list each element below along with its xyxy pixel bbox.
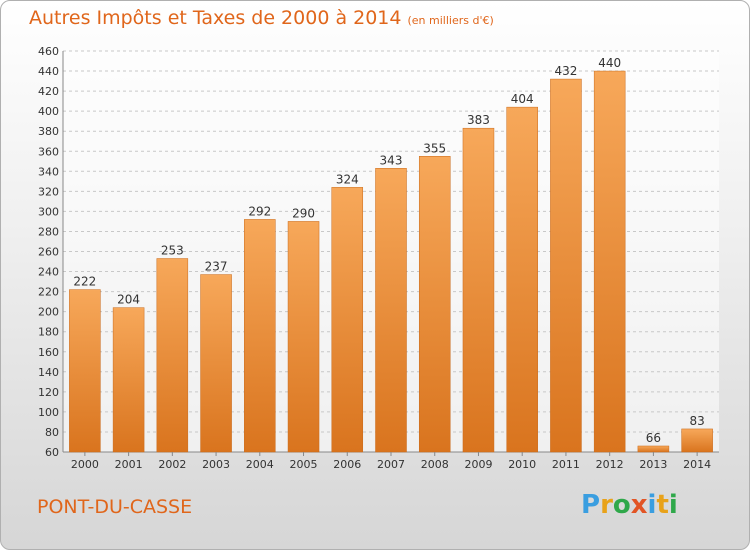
bar xyxy=(418,156,451,453)
bar xyxy=(156,258,189,453)
x-tick-label: 2004 xyxy=(246,458,274,471)
y-tick-label: 320 xyxy=(38,185,59,198)
y-tick-label: 340 xyxy=(38,165,59,178)
x-tick-label: 2013 xyxy=(639,458,667,471)
data-label: 404 xyxy=(511,92,534,106)
title-row: Autres Impôts et Taxes de 2000 à 2014 (en… xyxy=(29,7,494,29)
logo-letter: i xyxy=(647,490,657,520)
logo-letter: x xyxy=(630,490,648,520)
x-tick-label: 2007 xyxy=(377,458,405,471)
data-label: 432 xyxy=(554,64,577,78)
x-tick-label: 2006 xyxy=(333,458,361,471)
x-tick-label: 2010 xyxy=(508,458,536,471)
x-tick-label: 2005 xyxy=(290,458,318,471)
chart-unit: (en milliers d'€) xyxy=(407,14,494,27)
bar xyxy=(375,168,407,453)
x-tick-label: 2001 xyxy=(115,458,143,471)
x-tick-label: 2003 xyxy=(202,458,230,471)
y-tick-label: 140 xyxy=(38,366,59,379)
data-label: 237 xyxy=(205,260,228,274)
logo-letter: i xyxy=(668,490,678,520)
data-label: 343 xyxy=(380,153,403,167)
y-tick-label: 420 xyxy=(38,85,59,98)
y-tick-label: 180 xyxy=(38,326,59,339)
data-label: 440 xyxy=(598,56,621,70)
y-tick-label: 400 xyxy=(38,105,59,118)
data-label: 290 xyxy=(292,206,315,220)
x-tick-label: 2000 xyxy=(71,458,99,471)
y-tick-label: 260 xyxy=(38,246,59,259)
data-label: 355 xyxy=(423,141,446,155)
bar xyxy=(593,70,626,453)
y-tick-label: 380 xyxy=(38,125,59,138)
bar xyxy=(506,106,538,453)
bar xyxy=(244,219,276,453)
x-tick-label: 2012 xyxy=(596,458,624,471)
bar xyxy=(112,307,145,453)
x-tick-label: 2011 xyxy=(552,458,580,471)
y-tick-label: 360 xyxy=(38,145,59,158)
city-name: PONT-DU-CASSE xyxy=(37,496,193,518)
y-tick-label: 200 xyxy=(38,306,59,319)
data-label: 222 xyxy=(73,275,96,289)
bar xyxy=(681,428,713,453)
y-tick-label: 460 xyxy=(38,45,59,58)
logo-letter: o xyxy=(612,490,631,520)
y-tick-label: 80 xyxy=(45,426,59,439)
chart-title: Autres Impôts et Taxes de 2000 à 2014 xyxy=(29,7,402,29)
data-label: 292 xyxy=(248,204,271,218)
logo-letter: t xyxy=(656,490,669,520)
bar xyxy=(462,127,495,453)
y-tick-label: 60 xyxy=(45,446,59,459)
y-tick-label: 120 xyxy=(38,386,59,399)
data-label: 383 xyxy=(467,113,490,127)
x-tick-label: 2014 xyxy=(683,458,711,471)
y-tick-label: 280 xyxy=(38,225,59,238)
bar xyxy=(550,78,582,453)
bar xyxy=(200,274,232,453)
y-tick-label: 240 xyxy=(38,266,59,279)
y-tick-label: 440 xyxy=(38,65,59,78)
data-label: 204 xyxy=(117,293,140,307)
bar xyxy=(69,289,101,453)
x-tick-label: 2002 xyxy=(158,458,186,471)
proxiti-logo: Proxiti xyxy=(581,490,678,520)
x-tick-label: 2008 xyxy=(421,458,449,471)
bar xyxy=(331,187,364,453)
data-label: 253 xyxy=(161,244,184,258)
data-label: 324 xyxy=(336,172,359,186)
x-tick-label: 2009 xyxy=(464,458,492,471)
bar xyxy=(287,221,320,453)
y-tick-label: 220 xyxy=(38,286,59,299)
data-label: 66 xyxy=(646,431,661,445)
logo-letter: P xyxy=(581,490,601,520)
data-label: 83 xyxy=(689,414,704,428)
y-tick-label: 160 xyxy=(38,346,59,359)
logo-letter: r xyxy=(600,490,613,520)
y-tick-label: 300 xyxy=(38,205,59,218)
y-tick-label: 100 xyxy=(38,406,59,419)
bar xyxy=(637,445,670,453)
